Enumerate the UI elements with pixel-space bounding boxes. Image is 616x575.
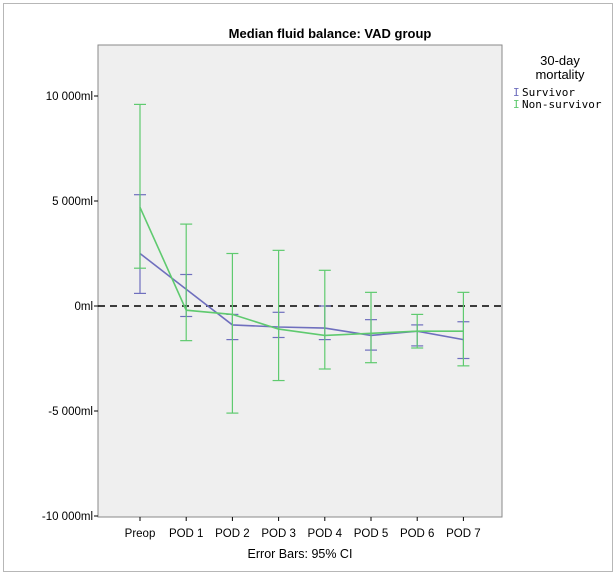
legend-label-survivor: Survivor bbox=[522, 86, 575, 99]
x-axis-label: Error Bars: 95% CI bbox=[248, 547, 353, 561]
legend-marker-non-survivor: I bbox=[513, 98, 520, 111]
y-tick-label: -5 000ml bbox=[48, 406, 93, 418]
legend-label-non-survivor: Non-survivor bbox=[522, 98, 602, 111]
y-tick-label: -10 000ml bbox=[42, 511, 93, 523]
x-tick-label: POD 4 bbox=[308, 528, 343, 540]
x-tick-label: POD 5 bbox=[354, 528, 389, 540]
non-survivor-line bbox=[139, 206, 464, 337]
x-tick-label: POD 2 bbox=[215, 528, 250, 540]
x-tick-label: POD 6 bbox=[400, 528, 435, 540]
plot-area bbox=[97, 44, 503, 518]
x-tick-label: POD 1 bbox=[169, 528, 204, 540]
x-tick-label: Preop bbox=[125, 528, 156, 540]
y-tick-label: 0ml bbox=[74, 301, 93, 313]
y-tick-label: 5 000ml bbox=[52, 196, 93, 208]
legend-title-line-1: 30-day bbox=[540, 53, 580, 68]
x-tick-label: POD 7 bbox=[446, 528, 481, 540]
y-tick-label: 10 000ml bbox=[46, 91, 93, 103]
chart-title: Median fluid balance: VAD group bbox=[229, 26, 432, 41]
legend-marker-survivor: I bbox=[513, 86, 520, 99]
x-tick-label: POD 3 bbox=[261, 528, 296, 540]
legend-title-line-2: mortality bbox=[535, 67, 585, 82]
